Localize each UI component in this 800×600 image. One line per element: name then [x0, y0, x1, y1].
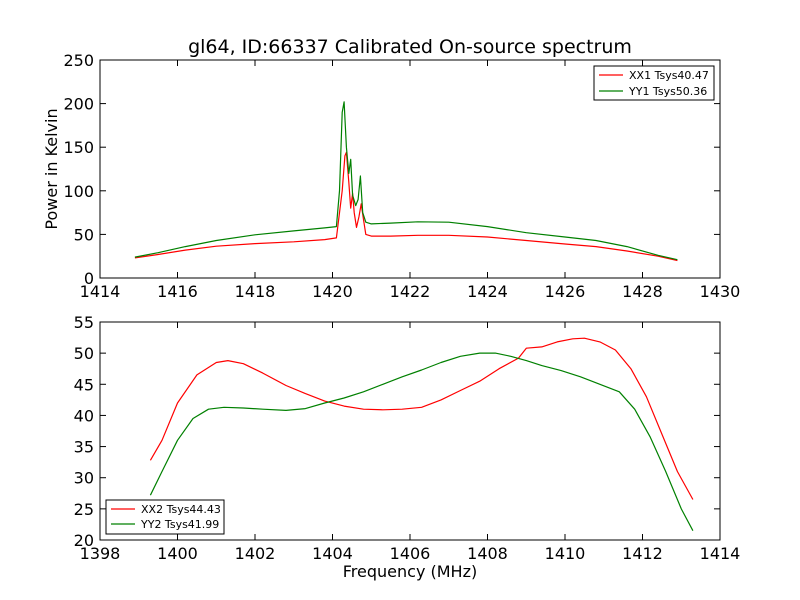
- bottom-y-tick-label: 45: [74, 375, 94, 394]
- bottom-x-tick-label: 1414: [700, 544, 741, 563]
- top-y-tick-label: 50: [74, 225, 94, 244]
- top-ticks-group: 1414 1416 1418 1420 1422 1424 1426 1428 1430 0 50 1…: [63, 51, 740, 301]
- top-x-tick-label: 1426: [545, 282, 586, 301]
- legend-label-yy1: YY1 Tsys50.36: [628, 85, 707, 98]
- top-legend: XX1 Tsys40.47 YY1 Tsys50.36: [593, 65, 715, 101]
- top-x-tick-label: 1414: [80, 282, 121, 301]
- bottom-x-tick-label: 1402: [235, 544, 276, 563]
- top-y-tick-label: 250: [63, 51, 94, 70]
- bottom-x-axis-label: Frequency (MHz): [343, 562, 477, 581]
- top-panel: 1414 1416 1418 1420 1422 1424 1426 1428 1430 0 50 1…: [42, 51, 740, 301]
- bottom-series-line-1: [149, 337, 694, 500]
- bottom-x-tick-label: 1398: [80, 544, 121, 563]
- top-x-tick-label: 1418: [235, 282, 276, 301]
- bottom-panel: 1398 1400 1402 1404 1406 1408 1410 1412 1414 20 25…: [74, 313, 741, 581]
- bottom-series-line-2: [149, 352, 694, 531]
- top-y-tick-label: 100: [63, 182, 94, 201]
- top-y-tick-label: 0: [84, 269, 94, 288]
- top-legend-box: [593, 65, 715, 101]
- top-x-tick-label: 1420: [312, 282, 353, 301]
- bottom-x-tick-label: 1412: [622, 544, 663, 563]
- top-y-tick-label: 150: [63, 138, 94, 157]
- bottom-legend: XX2 Tsys44.43 YY2 Tsys41.99: [105, 499, 225, 535]
- top-x-tick-label: 1428: [622, 282, 663, 301]
- bottom-legend-box: [105, 499, 225, 535]
- top-x-tick-label: 1422: [390, 282, 431, 301]
- bottom-x-tick-label: 1404: [312, 544, 353, 563]
- bottom-x-tick-label: 1408: [467, 544, 508, 563]
- bottom-y-tick-label: 50: [74, 344, 94, 363]
- bottom-ticks-group: 1398 1400 1402 1404 1406 1408 1410 1412 1414 20 25…: [74, 313, 741, 563]
- bottom-x-tick-label: 1410: [545, 544, 586, 563]
- top-series-group: [134, 101, 678, 262]
- bottom-y-tick-label: 25: [74, 500, 94, 519]
- bottom-y-tick-label: 30: [74, 469, 94, 488]
- bottom-y-tick-label: 55: [74, 313, 94, 332]
- top-x-tick-label: 1416: [157, 282, 198, 301]
- bottom-y-tick-label: 40: [74, 406, 94, 425]
- bottom-series-group: [149, 337, 694, 531]
- legend-label-xx1: XX1 Tsys40.47: [629, 69, 709, 82]
- bottom-y-tick-label: 35: [74, 438, 94, 457]
- top-x-tick-label: 1430: [700, 282, 741, 301]
- top-series-line-1: [134, 151, 678, 262]
- bottom-y-tick-label: 20: [74, 531, 94, 550]
- top-y-tick-label: 200: [63, 95, 94, 114]
- legend-label-xx2: XX2 Tsys44.43: [141, 503, 221, 516]
- bottom-x-tick-label: 1406: [390, 544, 431, 563]
- chart-title: gl64, ID:66337 Calibrated On-source spec…: [188, 36, 632, 58]
- top-x-tick-label: 1424: [467, 282, 508, 301]
- bottom-x-tick-label: 1400: [157, 544, 198, 563]
- top-series-line-2: [134, 101, 678, 261]
- top-y-axis-label: Power in Kelvin: [42, 108, 61, 229]
- legend-label-yy2: YY2 Tsys41.99: [140, 518, 219, 531]
